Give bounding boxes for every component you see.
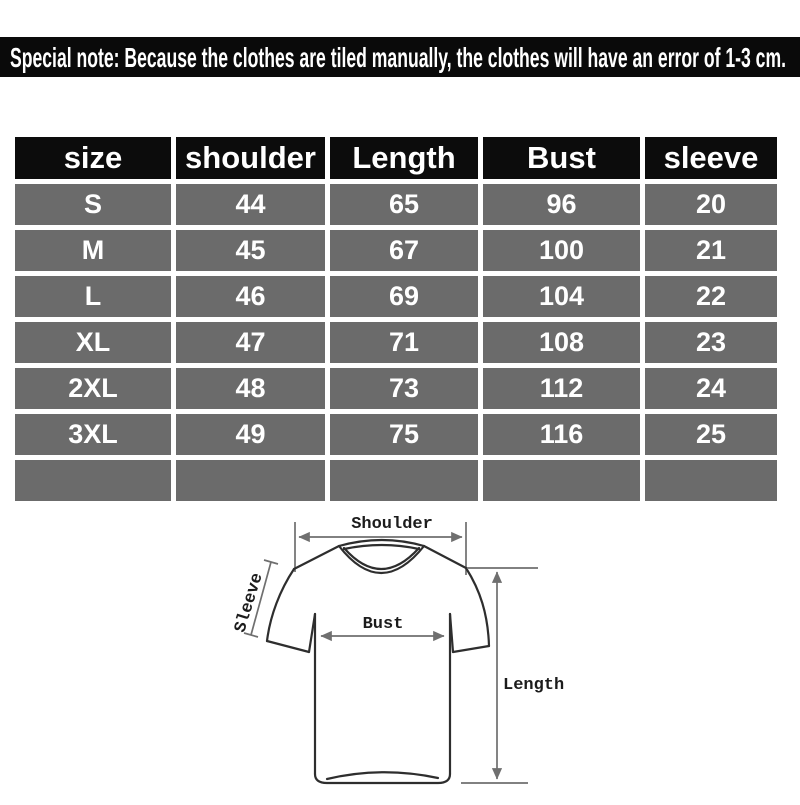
table-cell: 49 xyxy=(176,414,325,455)
table-cell: 45 xyxy=(176,230,325,271)
table-cell: 25 xyxy=(645,414,777,455)
table-cell: 48 xyxy=(176,368,325,409)
table-cell xyxy=(330,460,478,501)
table-cell: 67 xyxy=(330,230,478,271)
sleeve-tick-bottom xyxy=(243,632,259,638)
table-cell: S xyxy=(15,184,171,225)
special-note-banner: Special note: Because the clothes are ti… xyxy=(0,37,800,77)
table-cell: 44 xyxy=(176,184,325,225)
table-row-3xl: 3XL 49 75 116 25 xyxy=(15,414,777,455)
column-header-size: size xyxy=(15,137,171,179)
table-cell: 112 xyxy=(483,368,640,409)
sleeve-dimension: Sleeve xyxy=(232,559,279,638)
table-cell: XL xyxy=(15,322,171,363)
column-header-sleeve: sleeve xyxy=(645,137,777,179)
table-cell: 24 xyxy=(645,368,777,409)
table-cell: 100 xyxy=(483,230,640,271)
table-row-xl: XL 47 71 108 23 xyxy=(15,322,777,363)
table-cell: 75 xyxy=(330,414,478,455)
table-cell: 96 xyxy=(483,184,640,225)
tshirt-measurement-diagram: Shoulder Sleeve xyxy=(0,500,800,800)
sleeve-dimension-line xyxy=(250,561,272,636)
table-cell: 3XL xyxy=(15,414,171,455)
size-chart-table: size shoulder Length Bust sleeve S 44 65… xyxy=(10,132,782,506)
table-cell: 104 xyxy=(483,276,640,317)
table-cell: 46 xyxy=(176,276,325,317)
tshirt-outline xyxy=(265,538,491,785)
table-cell: 71 xyxy=(330,322,478,363)
special-note-banner-svg: Special note: Because the clothes are ti… xyxy=(10,42,786,73)
header-row: size shoulder Length Bust sleeve xyxy=(15,137,777,179)
table-cell: 69 xyxy=(330,276,478,317)
length-dimension: Length xyxy=(461,567,564,784)
table-cell: M xyxy=(15,230,171,271)
table-cell: 65 xyxy=(330,184,478,225)
table-cell: 21 xyxy=(645,230,777,271)
special-note-text: Special note: Because the clothes are ti… xyxy=(10,42,786,73)
column-header-bust: Bust xyxy=(483,137,640,179)
sleeve-tick-top xyxy=(263,559,279,565)
table-cell: 47 xyxy=(176,322,325,363)
table-cell xyxy=(176,460,325,501)
shoulder-label: Shoulder xyxy=(351,515,433,534)
bust-label: Bust xyxy=(363,615,404,634)
column-header-length: Length xyxy=(330,137,478,179)
table-cell: 23 xyxy=(645,322,777,363)
column-header-shoulder: shoulder xyxy=(176,137,325,179)
table-cell xyxy=(483,460,640,501)
sleeve-label: Sleeve xyxy=(232,571,268,635)
table-cell xyxy=(645,460,777,501)
table-cell: 108 xyxy=(483,322,640,363)
length-label: Length xyxy=(503,676,564,695)
table-row-2xl: 2XL 48 73 112 24 xyxy=(15,368,777,409)
table-cell: 20 xyxy=(645,184,777,225)
tshirt-diagram-svg: Shoulder Sleeve xyxy=(232,515,564,785)
table-cell: 2XL xyxy=(15,368,171,409)
table-row-l: L 46 69 104 22 xyxy=(15,276,777,317)
table-cell: 22 xyxy=(645,276,777,317)
table-cell: 73 xyxy=(330,368,478,409)
table-row-s: S 44 65 96 20 xyxy=(15,184,777,225)
table-row-m: M 45 67 100 21 xyxy=(15,230,777,271)
table-cell: L xyxy=(15,276,171,317)
table-row-empty xyxy=(15,460,777,501)
table-cell xyxy=(15,460,171,501)
table-cell: 116 xyxy=(483,414,640,455)
